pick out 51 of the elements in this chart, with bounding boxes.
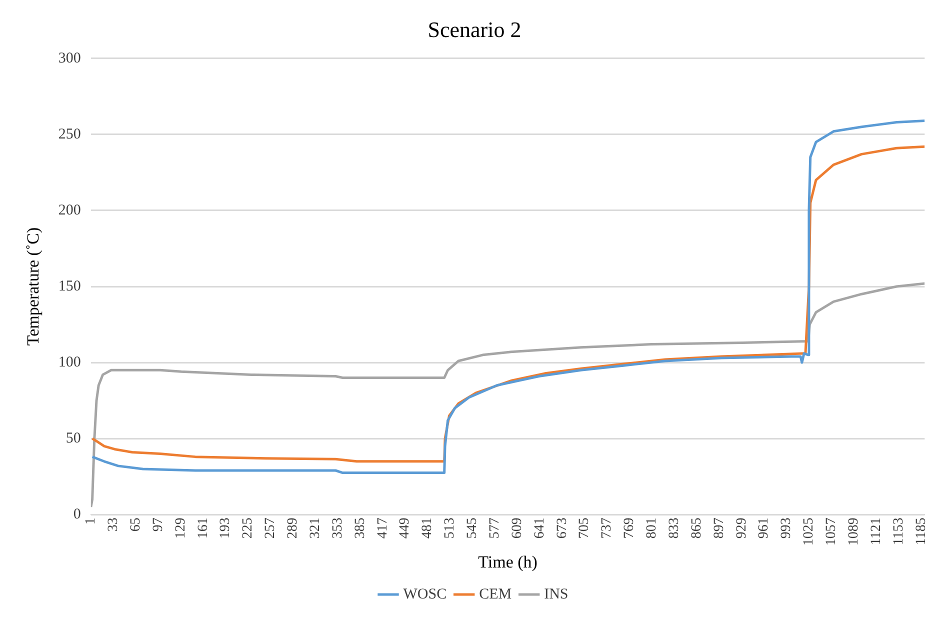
x-tick-label: 289 <box>286 518 301 539</box>
x-tick-label: 481 <box>420 518 436 539</box>
x-tick-label: 513 <box>442 518 458 539</box>
x-tick-label: 801 <box>644 518 660 539</box>
x-tick-label: 545 <box>465 518 480 539</box>
x-axis-title: Time (h) <box>478 552 538 572</box>
y-tick-label: 200 <box>58 202 81 218</box>
chart-title: Scenario 2 <box>428 16 522 42</box>
x-tick-label: 65 <box>128 518 144 532</box>
x-tick-label: 961 <box>756 518 772 539</box>
x-tick-label: 993 <box>779 518 794 539</box>
y-tick-label: 250 <box>58 126 81 142</box>
legend-label: WOSC <box>403 586 447 602</box>
y-tick-label: 300 <box>58 50 81 66</box>
x-tick-label: 705 <box>577 518 592 539</box>
x-tick-label: 865 <box>689 518 704 539</box>
x-tick-label: 33 <box>106 518 122 532</box>
x-tick-label: 225 <box>240 518 256 539</box>
x-tick-label: 929 <box>734 518 750 539</box>
x-tick-label: 769 <box>622 518 638 539</box>
legend-label: INS <box>544 586 568 602</box>
x-tick-label: 1185 <box>914 518 929 546</box>
x-tick-label: 737 <box>600 518 615 539</box>
x-tick-label: 257 <box>263 518 278 539</box>
x-tick-label: 449 <box>398 518 413 539</box>
x-tick-label: 97 <box>150 518 166 532</box>
x-tick-label: 641 <box>532 518 548 539</box>
y-tick-label: 0 <box>73 506 81 523</box>
x-tick-label: 1089 <box>846 518 862 546</box>
x-tick-label: 129 <box>173 518 188 539</box>
x-tick-label: 1 <box>84 518 99 525</box>
x-tick-label: 1121 <box>868 518 884 546</box>
x-tick-label: 1153 <box>891 518 906 546</box>
legend-label: CEM <box>479 586 512 602</box>
x-tick-label: 385 <box>352 518 368 539</box>
x-tick-label: 417 <box>375 518 390 539</box>
x-tick-label: 161 <box>196 518 211 539</box>
x-tick-label: 609 <box>510 518 525 539</box>
x-tick-label: 353 <box>330 518 346 539</box>
x-tick-label: 897 <box>712 518 727 539</box>
x-tick-label: 1025 <box>802 518 817 546</box>
x-tick-label: 1057 <box>824 518 840 546</box>
x-tick-label: 673 <box>554 518 570 539</box>
y-tick-label: 50 <box>66 430 81 447</box>
x-tick-label: 321 <box>308 518 323 539</box>
x-tick-label: 577 <box>487 518 502 539</box>
y-tick-label: 100 <box>58 354 81 370</box>
y-axis-title: Temperature (˚C) <box>24 227 43 346</box>
x-tick-label: 193 <box>218 518 234 539</box>
y-tick-label: 150 <box>58 278 81 294</box>
x-tick-label: 833 <box>666 518 682 539</box>
